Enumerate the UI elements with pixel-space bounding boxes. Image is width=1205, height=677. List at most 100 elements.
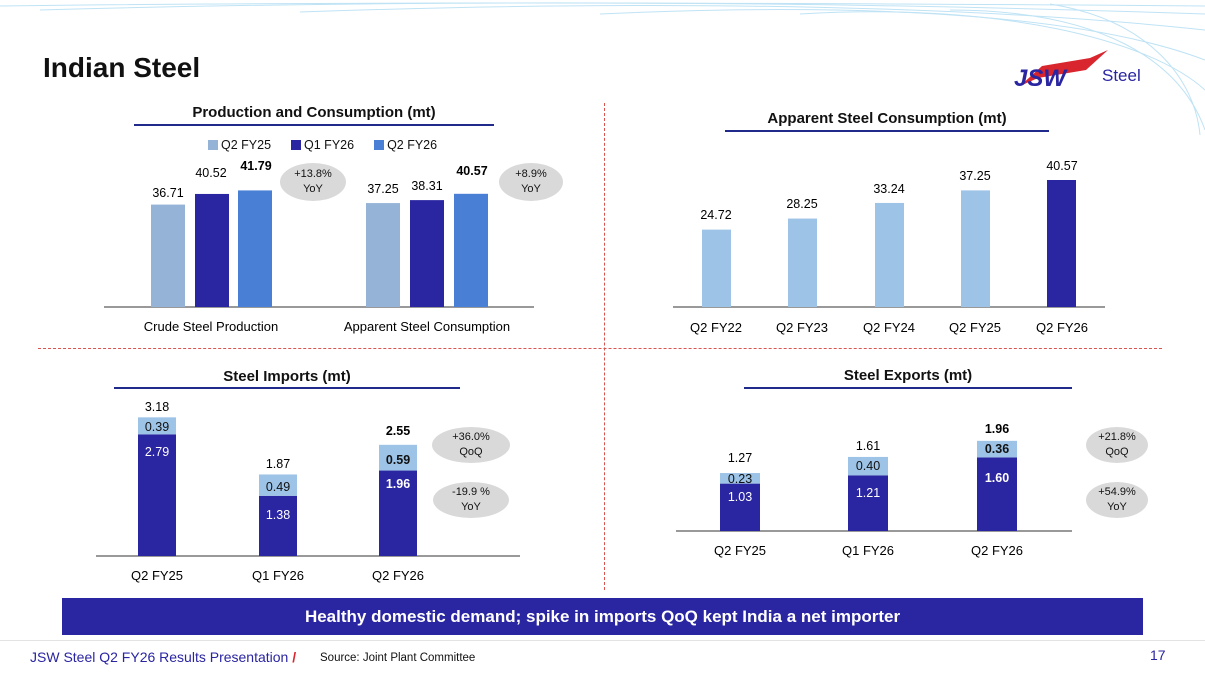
exports-yoy-unit: YoY [1107, 501, 1127, 513]
exports-bar-top-q1fy26 [848, 456, 888, 476]
production-chart-title: Production and Consumption (mt) [192, 104, 436, 121]
imports-bar-bottom-q1fy26 [259, 495, 297, 556]
asc-label-q2fy26: 40.57 [1046, 159, 1077, 173]
asc-label-q2fy24: 33.24 [873, 182, 904, 196]
logo-text: Steel [1102, 66, 1141, 85]
imports-total-label-q2fy25: 3.18 [145, 400, 169, 414]
asc-chart-title: Apparent Steel Consumption (mt) [767, 110, 1007, 127]
exports-total-label-q1fy26: 1.61 [856, 439, 880, 453]
production-legend: Q2 FY25 Q1 FY26 Q2 FY26 [208, 138, 437, 152]
horizontal-divider [38, 348, 1162, 349]
exports-top-label-q1fy26: 0.40 [856, 459, 880, 473]
asc-label-q2fy25: 37.25 [959, 169, 990, 183]
exports-bar-bottom-q1fy26 [848, 475, 888, 531]
imports-qoq-unit: QoQ [459, 446, 483, 458]
production-label-crude-q1fy26: 40.52 [195, 166, 226, 180]
logo-mark-text: JSW [1014, 65, 1068, 92]
header-wave-decoration [0, 2, 1205, 136]
production-crude-yoy-pill: +13.8% YoY [280, 163, 346, 201]
production-bar-crude-q1fy26 [195, 193, 229, 307]
production-title-rule [134, 124, 494, 126]
exports-qoq-value: +21.8% [1098, 431, 1136, 443]
exports-yoy-value: +54.9% [1098, 486, 1136, 498]
exports-chart-title: Steel Exports (mt) [843, 367, 973, 384]
exports-category-q2fy25: Q2 FY25 [714, 543, 766, 558]
exports-bottom-label-q1fy26: 1.21 [856, 486, 880, 500]
asc-category-q2fy23: Q2 FY23 [776, 320, 828, 335]
imports-qoq-value: +36.0% [452, 431, 490, 443]
exports-bar-top-q2fy25 [720, 473, 760, 484]
exports-total-label-q2fy26: 1.96 [985, 422, 1009, 436]
asc-category-q2fy22: Q2 FY22 [690, 320, 742, 335]
imports-bottom-label-q2fy25: 2.79 [145, 445, 169, 459]
asc-category-q2fy26: Q2 FY26 [1036, 320, 1088, 335]
exports-bottom-label-q2fy26: 1.60 [985, 471, 1009, 485]
production-asc-yoy-value: +8.9% [515, 168, 547, 180]
exports-top-label-q2fy25: 0.23 [728, 472, 752, 486]
exports-top-label-q2fy26: 0.36 [985, 442, 1009, 456]
imports-chart-title: Steel Imports (mt) [223, 368, 351, 385]
exports-category-q1fy26: Q1 FY26 [842, 543, 894, 558]
imports-category-q2fy26: Q2 FY26 [372, 568, 424, 583]
asc-title-rule [725, 130, 1049, 132]
production-bar-asc-q2fy25 [366, 203, 400, 307]
imports-yoy-unit: YoY [461, 501, 481, 513]
production-label-asc-q2fy26: 40.57 [456, 164, 487, 178]
production-label-asc-q1fy26: 38.31 [411, 179, 442, 193]
page-title: Indian Steel [43, 52, 201, 83]
imports-bar-top-q2fy25 [138, 417, 176, 435]
summary-banner: Healthy domestic demand; spike in import… [62, 598, 1143, 635]
production-crude-yoy-value: +13.8% [294, 168, 332, 180]
production-bar-asc-q2fy26 [454, 193, 488, 307]
legend-label-q2fy25: Q2 FY25 [221, 138, 272, 152]
production-bar-crude-q2fy26 [238, 190, 272, 307]
production-crude-yoy-unit: YoY [303, 183, 323, 195]
exports-bar-bottom-q2fy25 [720, 483, 760, 531]
production-asc-yoy-pill: +8.9% YoY [499, 163, 563, 201]
asc-category-q2fy24: Q2 FY24 [863, 320, 915, 335]
asc-bar-q2fy26 [1047, 180, 1076, 307]
imports-category-q2fy25: Q2 FY25 [131, 568, 183, 583]
production-bar-crude-q2fy25 [151, 204, 185, 307]
legend-swatch-q2fy25 [208, 140, 218, 150]
legend-item-q2fy25: Q2 FY25 [208, 138, 271, 152]
legend-item-q2fy26: Q2 FY26 [374, 138, 437, 152]
imports-chart: 2.79 0.39 3.18 1.38 0.49 1.87 1.96 0.59 … [96, 400, 520, 583]
exports-category-q2fy26: Q2 FY26 [971, 543, 1023, 558]
asc-bar-q2fy25 [961, 190, 990, 307]
asc-label-q2fy23: 28.25 [786, 197, 817, 211]
imports-top-label-q2fy26: 0.59 [386, 453, 410, 467]
imports-yoy-value: -19.9 % [452, 486, 490, 498]
imports-top-label-q2fy25: 0.39 [145, 420, 169, 434]
imports-bar-top-q1fy26 [259, 474, 297, 496]
imports-bar-bottom-q2fy26 [379, 470, 417, 556]
production-category-asc: Apparent Steel Consumption [344, 319, 510, 334]
exports-chart: 1.03 0.23 1.27 1.21 0.40 1.61 1.60 0.36 … [676, 422, 1072, 558]
legend-swatch-q1fy26 [291, 140, 302, 150]
asc-label-q2fy22: 24.72 [700, 208, 731, 222]
production-asc-yoy-unit: YoY [521, 183, 541, 195]
imports-top-label-q1fy26: 0.49 [266, 480, 290, 494]
legend-label-q2fy26: Q2 FY26 [387, 138, 438, 152]
imports-bottom-label-q2fy26: 1.96 [386, 477, 410, 491]
footer-divider [0, 640, 1205, 641]
jsw-steel-logo: JSW Steel [1012, 48, 1152, 92]
legend-swatch-q2fy26 [374, 140, 385, 150]
footer-title-text: JSW Steel Q2 FY26 Results Presentation [30, 649, 289, 665]
footer-title: JSW Steel Q2 FY26 Results Presentation / [30, 649, 296, 665]
exports-qoq-pill: +21.8% QoQ [1086, 427, 1148, 463]
production-chart: 36.71 40.52 41.79 37.25 38.31 40.57 Crud… [104, 159, 534, 334]
vertical-divider [604, 103, 605, 590]
imports-total-label-q1fy26: 1.87 [266, 457, 290, 471]
imports-bar-bottom-q2fy25 [138, 434, 176, 556]
exports-bottom-label-q2fy25: 1.03 [728, 490, 752, 504]
exports-bar-bottom-q2fy26 [977, 457, 1017, 531]
asc-bar-q2fy24 [875, 202, 904, 307]
legend-item-q1fy26: Q1 FY26 [291, 138, 354, 152]
production-label-crude-q2fy26: 41.79 [240, 159, 271, 173]
exports-qoq-unit: QoQ [1105, 446, 1129, 458]
imports-bottom-label-q1fy26: 1.38 [266, 508, 290, 522]
production-bar-asc-q1fy26 [410, 200, 444, 307]
production-label-asc-q2fy25: 37.25 [367, 182, 398, 196]
